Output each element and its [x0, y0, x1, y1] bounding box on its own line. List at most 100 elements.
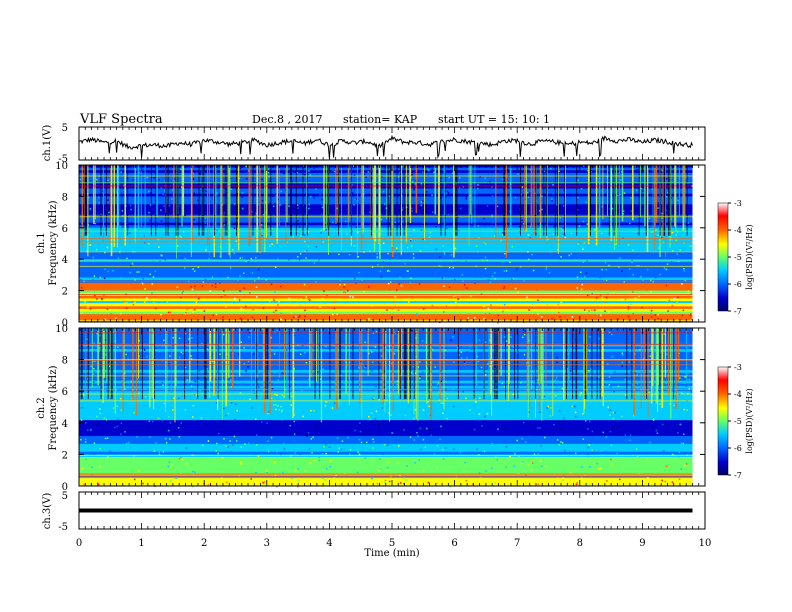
ch1-spectrogram-pixel [298, 259, 301, 261]
ch2-spectrogram-pixel [501, 382, 504, 385]
ch1-spectrogram-sferic [134, 165, 136, 243]
ch1-spectrogram-pixel [411, 168, 414, 170]
ch1-spectrogram-pixel [386, 270, 389, 272]
ch1-spectrogram-line [79, 238, 693, 239]
ch1-spectrogram-sferic [632, 165, 634, 221]
ch1-spectrogram-pixel [258, 277, 260, 279]
ch2-spectrogram-pixel [369, 415, 372, 417]
ch2-spectrogram-pixel [168, 461, 171, 463]
ch1-spectrogram-pixel [277, 198, 280, 201]
ch2-spectrogram-pixel [358, 453, 361, 456]
ch1-spectrogram-gap [203, 165, 205, 236]
ch1-spectrogram-pixel [600, 314, 602, 317]
ch1-spectrogram-pixel [139, 268, 142, 271]
ch1-spectrogram-pixel [584, 236, 587, 238]
ch1-spectrogram-pixel [146, 297, 148, 299]
ch1-spectrogram-pixel [201, 285, 204, 287]
ch1-spectrogram-pixel [106, 176, 109, 179]
ch1-spectrogram-pixel [678, 291, 680, 293]
ch2-spectrogram-image [79, 328, 693, 488]
ch1-spectrogram-pixel [560, 228, 563, 230]
ch1-spectrogram-pixel [650, 316, 653, 318]
ch2-spectrogram-pixel [184, 366, 187, 369]
ch2-spectrogram-pixel [501, 482, 503, 485]
ch1-spectrogram-sferic [156, 165, 158, 218]
ch1-colorbar-tick-label: -4 [734, 226, 742, 235]
ch2-spectrogram-pixel [313, 410, 315, 412]
ch2-spectrogram-pixel [364, 457, 367, 459]
ch1-spectrogram-line [79, 265, 693, 267]
ch1-spectrogram-pixel [298, 226, 301, 228]
ch1-spectrogram-pixel [402, 278, 404, 280]
ch1-spectrogram-pixel [562, 227, 564, 229]
ch2-spectrogram-pixel [133, 411, 135, 414]
ch2-spectrogram-sferic [661, 328, 664, 408]
ch2-spectrogram-pixel [454, 342, 456, 344]
ch3-ytick-bottom: -5 [58, 522, 68, 533]
ch1-spectrogram-pixel [136, 221, 138, 223]
ch2-spectrogram-pixel [131, 414, 134, 416]
ch1-spectrogram-sferic [379, 165, 381, 237]
ch2-spectrogram-pixel [421, 357, 423, 360]
ch2-spectrogram-pixel [274, 393, 276, 396]
ch2-spectrogram-pixel [222, 333, 225, 336]
ch2-spectrogram-pixel [535, 380, 538, 383]
ch2-spectrogram-pixel [101, 386, 104, 388]
ch1-spectrogram-pixel [112, 200, 114, 203]
ch1-spectrogram-pixel [676, 301, 678, 304]
ch2-spectrogram-pixel [609, 414, 611, 416]
ch2-spectrogram-pixel [371, 370, 373, 372]
ch1-spectrogram-pixel [624, 211, 627, 213]
ch1-spectrogram-pixel [269, 301, 271, 303]
ch2-spectrogram-pixel [349, 449, 352, 451]
ch2-spectrogram-pixel [123, 372, 126, 375]
ch1-colorbar-tick-label: -7 [734, 307, 742, 316]
ch2-spectrogram-pixel [686, 409, 688, 411]
ch1-spectrogram-pixel [357, 175, 360, 178]
ch2-spectrogram-pixel [506, 434, 509, 436]
ch2-spectrogram-pixel [465, 397, 467, 400]
ch2-spectrogram-pixel [92, 461, 95, 464]
ch2-spectrogram-pixel [365, 369, 367, 371]
ch1-spectrogram-gap [295, 165, 297, 236]
ch2-spectrogram-pixel [244, 443, 246, 445]
ch2-spectrogram-pixel [111, 421, 113, 424]
ch1-spectrogram-pixel [135, 253, 138, 255]
ch1-spectrogram-pixel [614, 174, 617, 176]
ch2-spectrogram-pixel [683, 350, 685, 352]
ch2-spectrogram-pixel [557, 477, 559, 480]
ch2-spectrogram-pixel [266, 412, 269, 415]
ch1-spectrogram-sferic [248, 165, 250, 247]
ch1-spectrogram-pixel [496, 205, 499, 208]
ch1-spectrogram-pixel [607, 240, 610, 242]
ch2-spectrogram-pixel [539, 427, 541, 429]
ch1-spectrogram-pixel [205, 249, 207, 251]
ch2-spectrogram-gap [204, 328, 206, 400]
ch2-spectrogram-pixel [276, 485, 278, 488]
ch1-spectrogram-pixel [460, 207, 462, 210]
ch1-spectrogram-pixel [298, 283, 300, 286]
ch2-spectrogram-pixel [438, 391, 440, 393]
ch1-spectrogram-pixel [580, 188, 583, 190]
ch1-spectrogram-pixel [601, 232, 603, 235]
ch1-spectrogram-band [79, 303, 693, 307]
ch2-spectrogram-pixel [664, 421, 666, 424]
ch2-spectrogram-pixel [214, 344, 217, 346]
ch1-spectrogram-pixel [274, 204, 276, 206]
ch2-spectrogram-pixel [112, 408, 115, 411]
ch2-spectrogram-pixel [528, 411, 530, 413]
ch1-spectrogram-pixel [444, 320, 446, 322]
ch1-spectrogram-pixel [380, 276, 383, 278]
ch2-spectrogram-band [79, 404, 693, 408]
ch2-spectrogram-pixel [537, 427, 539, 429]
ch2-spectrogram-pixel [590, 368, 592, 370]
ch2-spectrogram-sferic [239, 328, 241, 377]
ch2-spectrogram-pixel [678, 478, 681, 481]
ch2-spectrogram-pixel [486, 426, 488, 428]
ch1-spectrogram-pixel [336, 207, 338, 210]
ch2-spectrogram-sferic [136, 328, 137, 416]
ch1-spectrogram-pixel [606, 297, 608, 299]
ch2-spectrogram-sferic [123, 328, 125, 389]
ch2-spectrogram-pixel [177, 427, 180, 429]
ch2-spectrogram-pixel [484, 430, 486, 432]
